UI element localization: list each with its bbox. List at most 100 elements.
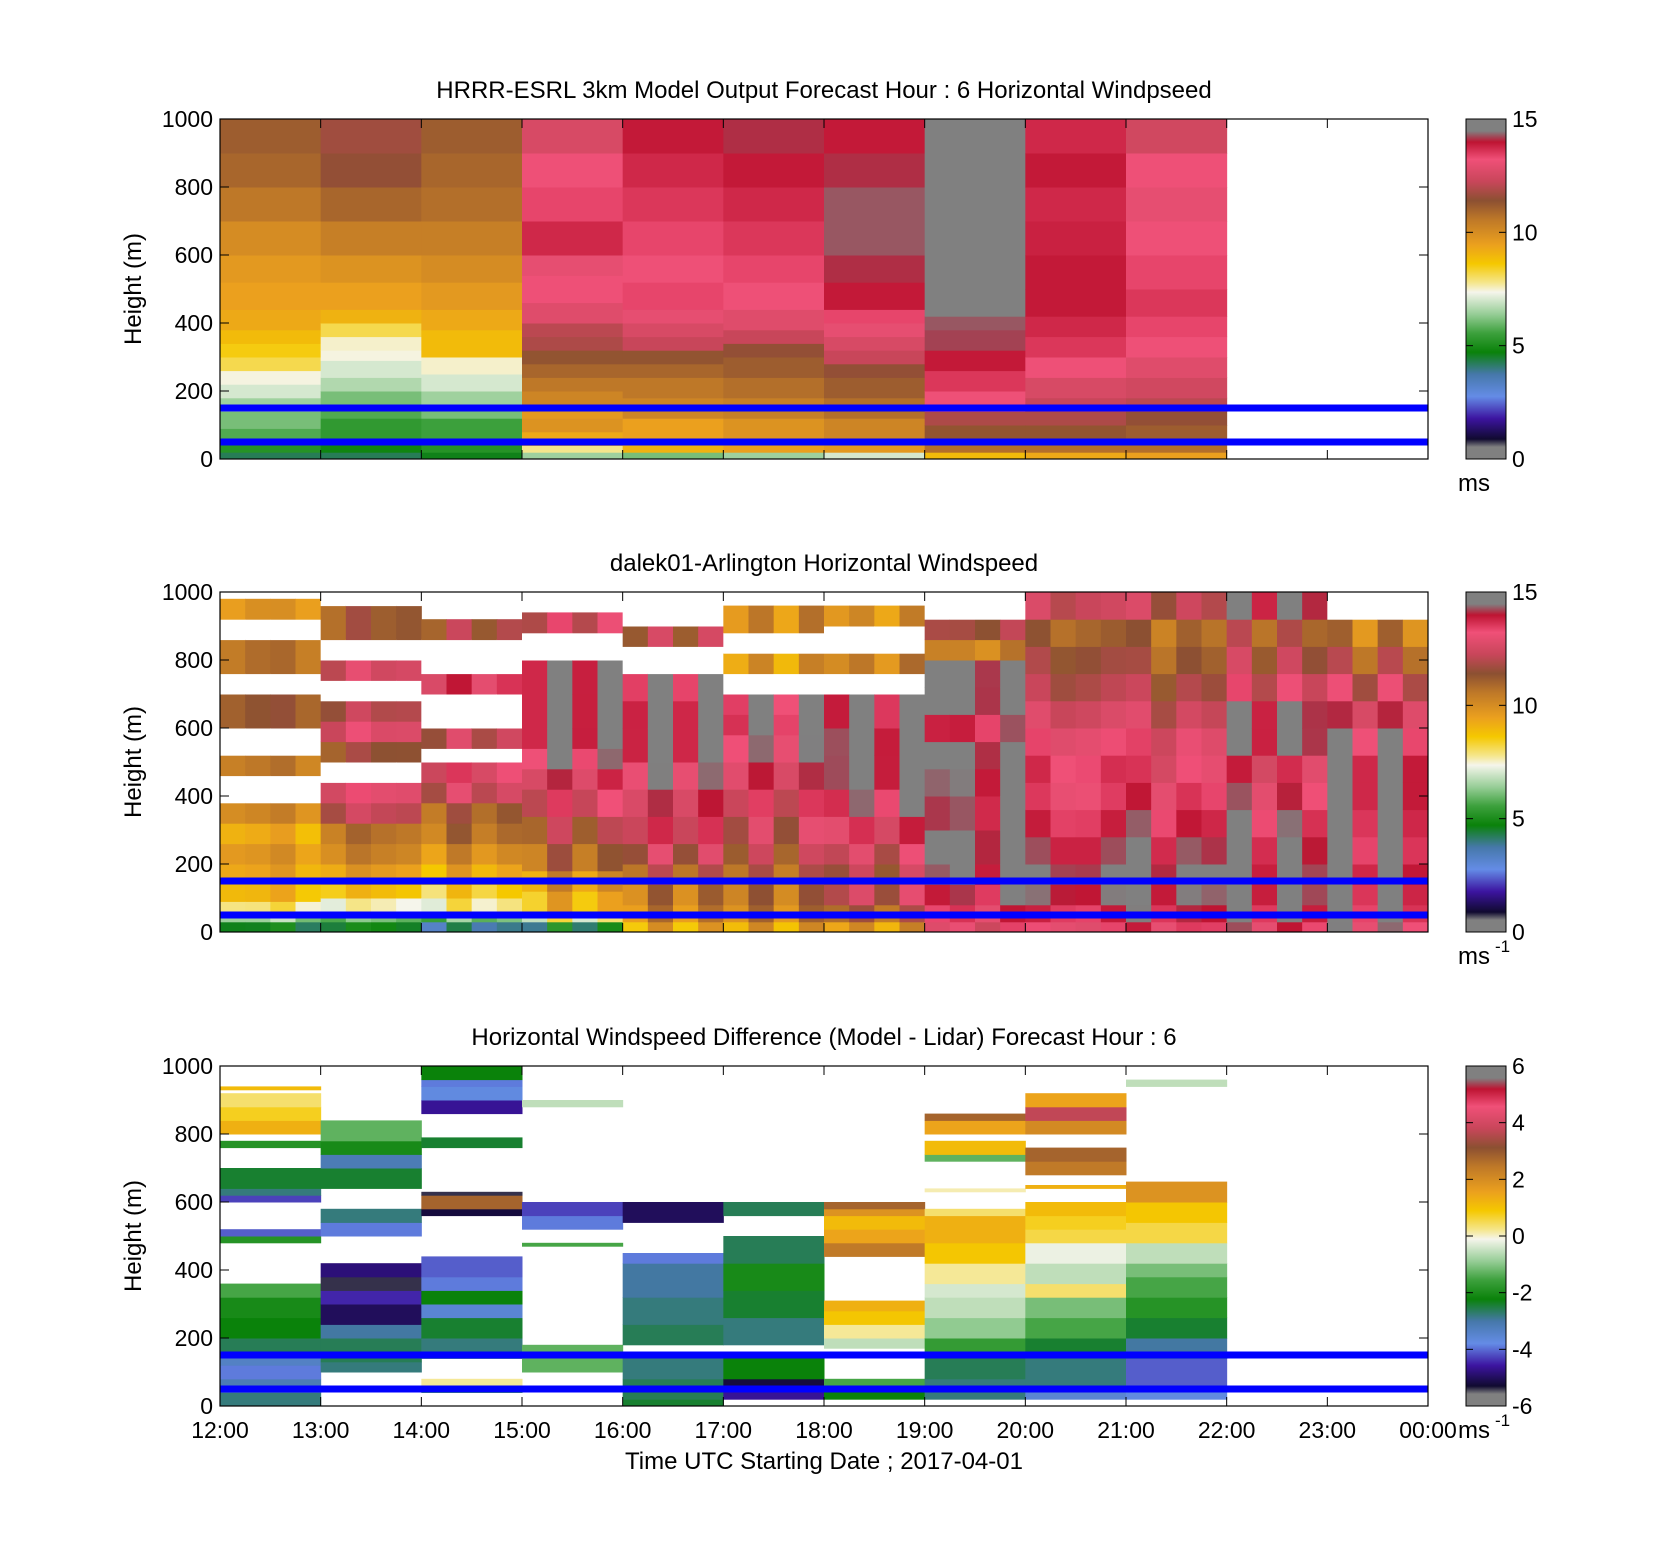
heatmap-cell: [421, 619, 447, 641]
heatmap-cell: [446, 673, 473, 695]
heatmap-cell: [295, 881, 322, 902]
heatmap-cell: [345, 843, 372, 865]
heatmap-cell: [597, 816, 624, 845]
heatmap-cell: [1025, 357, 1127, 378]
heatmap-cell: [1277, 755, 1303, 783]
heatmap-cell: [1352, 728, 1379, 756]
heatmap-cell: [295, 673, 322, 695]
heatmap-cell: [1327, 592, 1353, 620]
heatmap-cell: [949, 830, 976, 865]
heatmap-cell: [1251, 755, 1278, 783]
heatmap-cell: [1377, 921, 1404, 932]
heatmap-cell: [270, 901, 296, 913]
heatmap-cell: [622, 255, 724, 283]
heatmap-cell: [647, 646, 674, 675]
heatmap-cell: [345, 660, 372, 681]
heatmap-cell: [522, 1202, 624, 1217]
heatmap-cell: [1025, 1338, 1127, 1356]
heatmap-cell: [673, 789, 699, 817]
heatmap-cell: [1302, 592, 1328, 620]
y-tick-label: 200: [175, 378, 213, 404]
heatmap-cell: [824, 1208, 926, 1217]
heatmap-cell: [597, 921, 624, 932]
heatmap-cell: [522, 377, 624, 392]
heatmap-cell: [220, 843, 246, 865]
heatmap-cell: [723, 921, 749, 932]
heatmap-cell: [899, 605, 926, 627]
heatmap-cell: [698, 816, 724, 845]
heatmap-cell: [1126, 357, 1228, 378]
colorbar-under: [1466, 447, 1506, 459]
heatmap-cell: [1277, 592, 1303, 620]
heatmap-cell: [1025, 153, 1127, 188]
heatmap-cell: [824, 1378, 926, 1387]
heatmap-cell: [421, 1276, 523, 1291]
heatmap-cell: [345, 884, 372, 899]
x-tick-label: 16:00: [594, 1417, 652, 1443]
heatmap-cell: [647, 605, 674, 627]
colorbar-gradient: [1466, 604, 1506, 920]
heatmap-cell: [1100, 782, 1127, 811]
heatmap-cell: [1352, 921, 1379, 932]
heatmap-cell: [1402, 619, 1428, 647]
heatmap-cell: [1201, 646, 1228, 675]
heatmap-cell: [1377, 809, 1404, 838]
heatmap-cell: [320, 639, 347, 661]
heatmap-cell: [220, 728, 246, 756]
heatmap-cell: [421, 843, 447, 865]
x-tick-label: 00:00: [1399, 1417, 1457, 1443]
heatmap-cell: [798, 694, 825, 715]
heatmap-cell: [924, 1188, 1026, 1193]
heatmap-cell: [245, 823, 271, 845]
heatmap-cell: [1226, 884, 1253, 906]
heatmap-cell: [295, 775, 322, 804]
y-tick-label: 0: [200, 919, 213, 945]
heatmap-cell: [446, 802, 473, 824]
heatmap-cell: [924, 921, 951, 932]
heatmap-cell: [220, 452, 322, 459]
heatmap-cell: [446, 762, 473, 783]
heatmap-cell: [622, 282, 724, 310]
heatmap-cell: [1025, 119, 1127, 154]
heatmap-cell: [1025, 1185, 1127, 1189]
heatmap-cell: [220, 755, 246, 777]
heatmap-cell: [924, 1317, 1026, 1339]
heatmap-cell: [320, 187, 422, 222]
heatmap-cell: [924, 714, 951, 743]
heatmap-cell: [421, 391, 523, 406]
heatmap-cell: [320, 1361, 422, 1373]
heatmap-cell: [245, 673, 271, 695]
heatmap-cell: [1151, 755, 1177, 783]
heatmap-cell: [723, 309, 825, 331]
heatmap-cell: [924, 768, 951, 797]
heatmap-cell: [1151, 782, 1177, 811]
heatmap-cell: [496, 884, 523, 899]
heatmap-cell: [1176, 782, 1202, 811]
heatmap-cell: [547, 660, 573, 695]
heatmap-cell: [698, 884, 724, 906]
heatmap-cell: [1251, 782, 1278, 811]
heatmap-cell: [522, 119, 624, 154]
heatmap-cell: [496, 921, 523, 932]
heatmap-cell: [673, 673, 699, 702]
heatmap-cell: [1176, 646, 1202, 675]
heatmap-cell: [547, 891, 573, 913]
colorbar-tick-label: 4: [1512, 1110, 1525, 1136]
heatmap-cell: [924, 687, 951, 715]
x-tick-label: 17:00: [695, 1417, 753, 1443]
heatmap-cell: [1126, 884, 1152, 906]
heatmap-cell: [924, 830, 951, 865]
heatmap-cell: [748, 714, 775, 736]
heatmap-cell: [1100, 673, 1127, 702]
heatmap-cell: [798, 921, 825, 932]
heatmap-cell: [975, 714, 1001, 743]
heatmap-cell: [1251, 700, 1278, 729]
heatmap-cell: [1126, 119, 1228, 154]
heatmap-cell: [1075, 755, 1102, 783]
heatmap-cell: [723, 1378, 825, 1387]
heatmap-cell: [572, 748, 598, 770]
heatmap-cell: [471, 843, 498, 865]
heatmap-cell: [320, 1168, 422, 1189]
heatmap-cell: [1176, 728, 1202, 756]
heatmap-cell: [1352, 700, 1379, 729]
